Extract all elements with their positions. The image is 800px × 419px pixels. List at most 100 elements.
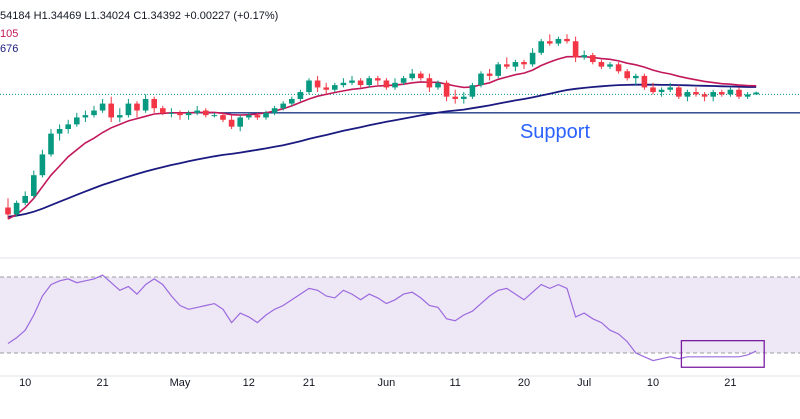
candle-body xyxy=(676,87,682,97)
candle xyxy=(624,68,630,81)
candle-body xyxy=(375,78,381,81)
candle-body xyxy=(125,103,132,116)
candle xyxy=(74,112,80,127)
candle xyxy=(581,50,587,60)
candle xyxy=(108,96,114,123)
candle xyxy=(220,112,226,123)
x-tick-label: 11 xyxy=(449,377,460,389)
candle xyxy=(693,87,699,97)
candle xyxy=(443,80,450,102)
candle xyxy=(177,110,183,120)
candle xyxy=(65,119,71,134)
candle xyxy=(13,200,20,217)
candle xyxy=(125,98,132,118)
candle xyxy=(237,115,243,132)
ema-fast-line xyxy=(7,55,757,220)
candle xyxy=(719,89,725,97)
candle xyxy=(418,71,424,81)
candle xyxy=(142,94,149,113)
candle-body xyxy=(82,115,89,118)
candle-body xyxy=(203,110,209,116)
candle-body xyxy=(160,108,166,113)
candle xyxy=(572,36,579,63)
ema-fast-legend: 105 xyxy=(0,28,18,40)
candle xyxy=(512,59,519,72)
candle-body xyxy=(392,82,398,88)
candle xyxy=(340,78,347,88)
x-tick-label: Jul xyxy=(577,377,591,389)
candle-body xyxy=(590,55,596,63)
candle xyxy=(306,78,312,95)
candle-body xyxy=(357,80,364,86)
candle-body xyxy=(271,108,278,113)
candle-body xyxy=(39,154,46,176)
candle-body xyxy=(400,78,407,83)
candle-body xyxy=(693,92,699,95)
candle xyxy=(228,115,235,129)
candle xyxy=(357,78,364,88)
candle xyxy=(633,73,639,86)
candle-body xyxy=(22,195,28,203)
candle-body xyxy=(409,73,415,79)
candle xyxy=(271,105,278,116)
candle-body xyxy=(504,64,510,67)
candle xyxy=(254,112,261,120)
candle-body xyxy=(65,124,71,129)
x-tick-label: 10 xyxy=(19,377,31,389)
candle xyxy=(555,36,562,46)
candle xyxy=(650,82,656,95)
candle xyxy=(211,112,218,118)
support-label: Support xyxy=(520,121,590,143)
x-tick-label: 10 xyxy=(647,377,659,389)
x-tick-label: Jun xyxy=(378,377,396,389)
candle-body xyxy=(237,117,243,127)
candle xyxy=(91,105,97,118)
candle-body xyxy=(701,94,708,97)
candle-body xyxy=(314,80,321,88)
candle-body xyxy=(246,115,252,118)
candle xyxy=(701,92,708,102)
candle xyxy=(314,75,321,93)
candle xyxy=(289,96,295,106)
candle xyxy=(495,62,501,79)
candle-body xyxy=(650,87,656,93)
candle-body xyxy=(555,38,562,44)
candle xyxy=(134,101,140,118)
rsi-band xyxy=(0,277,800,353)
candle xyxy=(504,57,510,69)
candle-body xyxy=(48,133,54,155)
candle-body xyxy=(478,73,484,86)
ema-fast-value: 105 xyxy=(0,28,19,40)
candle-body xyxy=(581,55,587,58)
candle-body xyxy=(452,96,458,99)
candle xyxy=(366,75,372,88)
candle xyxy=(332,82,338,93)
time-axis: 10 21 May 12 21 Jun 11 20 Jul 10 21 xyxy=(0,375,800,389)
candle-body xyxy=(435,82,441,88)
rsi-line xyxy=(7,274,757,362)
x-tick-label: 21 xyxy=(724,377,736,389)
candle xyxy=(521,59,527,69)
candle xyxy=(185,110,192,120)
price-panel xyxy=(0,34,800,220)
candle xyxy=(461,92,467,104)
candle xyxy=(478,71,484,88)
candle xyxy=(168,108,175,118)
candle xyxy=(426,73,433,93)
candle-body xyxy=(117,115,123,118)
candle-body xyxy=(323,87,329,90)
candle xyxy=(607,62,613,69)
candle-body xyxy=(211,115,218,117)
candle-body xyxy=(108,103,114,118)
candle xyxy=(667,82,673,93)
candle xyxy=(117,108,123,123)
candle xyxy=(194,105,200,116)
candle-body xyxy=(340,82,347,86)
candle-body xyxy=(607,64,613,67)
candle-body xyxy=(684,92,691,97)
candle-body xyxy=(512,62,519,67)
candle-body xyxy=(426,78,433,88)
candle xyxy=(727,87,734,97)
candle xyxy=(82,110,89,123)
